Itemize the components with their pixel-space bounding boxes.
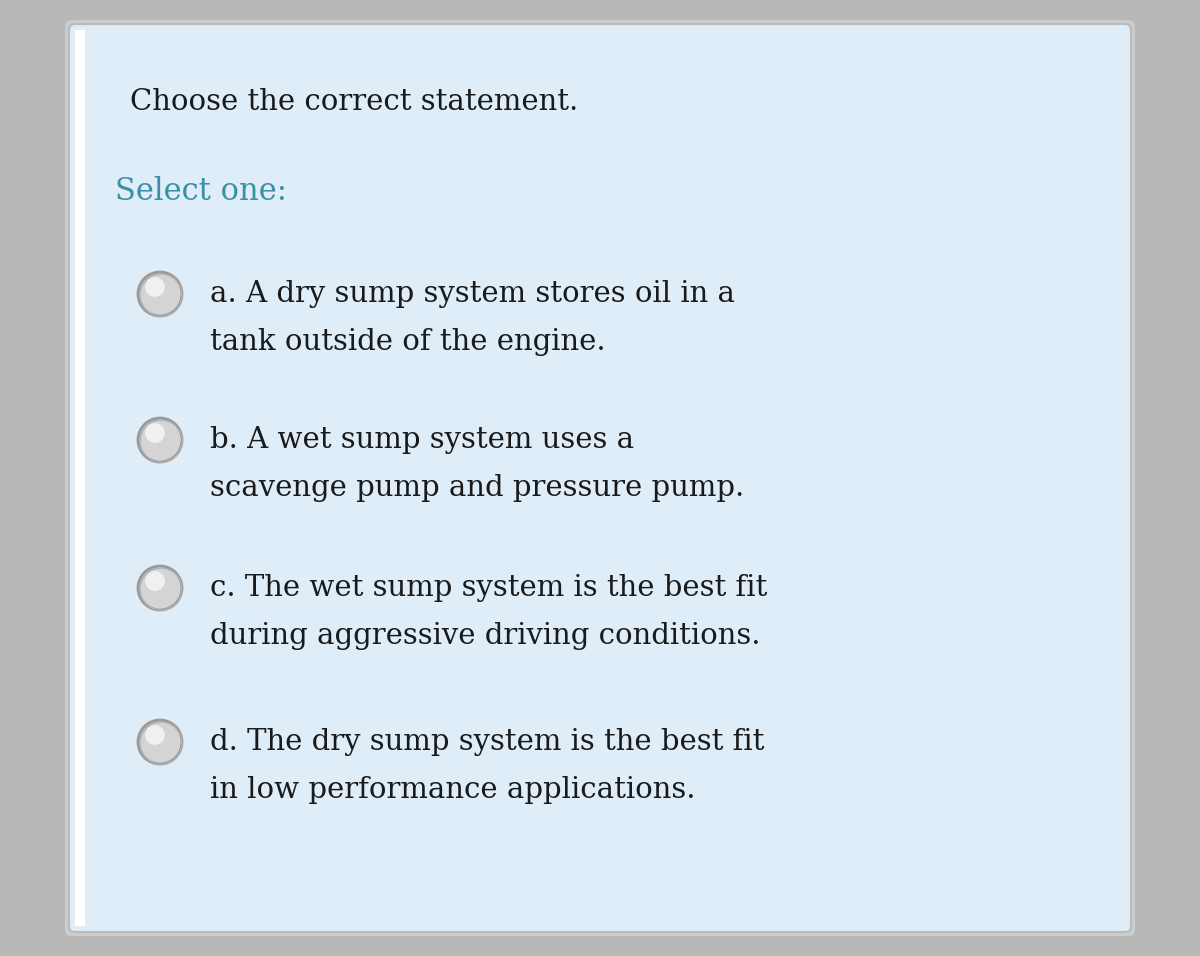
Circle shape: [138, 418, 182, 462]
FancyBboxPatch shape: [70, 24, 1132, 932]
Text: tank outside of the engine.: tank outside of the engine.: [210, 328, 606, 356]
Text: Choose the correct statement.: Choose the correct statement.: [130, 88, 578, 116]
Text: b. A wet sump system uses a: b. A wet sump system uses a: [210, 426, 634, 454]
Text: Select one:: Select one:: [115, 176, 287, 207]
Circle shape: [145, 277, 164, 297]
Circle shape: [138, 720, 182, 764]
FancyBboxPatch shape: [74, 30, 85, 926]
Circle shape: [145, 424, 164, 443]
Circle shape: [138, 272, 182, 316]
Circle shape: [138, 566, 182, 610]
Circle shape: [145, 571, 164, 591]
Text: d. The dry sump system is the best fit: d. The dry sump system is the best fit: [210, 728, 764, 756]
Text: scavenge pump and pressure pump.: scavenge pump and pressure pump.: [210, 474, 744, 502]
Text: a. A dry sump system stores oil in a: a. A dry sump system stores oil in a: [210, 280, 734, 308]
Text: c. The wet sump system is the best fit: c. The wet sump system is the best fit: [210, 574, 767, 602]
Circle shape: [145, 725, 164, 745]
FancyBboxPatch shape: [65, 20, 1135, 936]
Text: during aggressive driving conditions.: during aggressive driving conditions.: [210, 622, 761, 650]
Text: in low performance applications.: in low performance applications.: [210, 776, 696, 804]
